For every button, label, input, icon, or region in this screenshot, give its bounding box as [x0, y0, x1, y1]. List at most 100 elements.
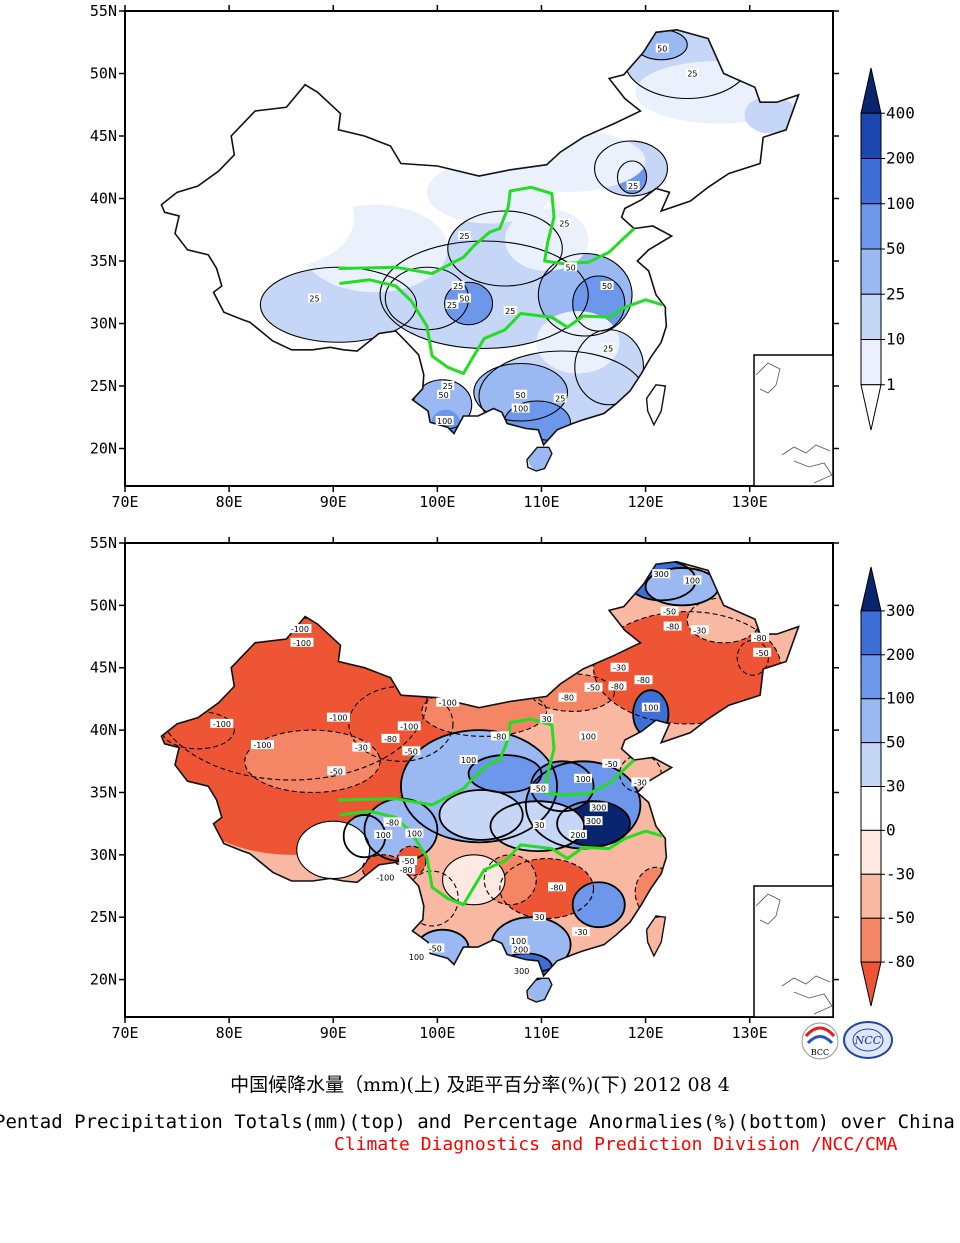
y-tick-label: 20N: [90, 440, 117, 458]
figure-title-cn: 中国候降水量（mm)(上) 及距平百分率(%)(下) 2012 08 4: [230, 1074, 730, 1096]
figure-title-en: Pentad Precipitation Totals(mm)(top) and…: [0, 1111, 955, 1133]
shading-region: [296, 821, 370, 879]
x-tick-label: 130E: [732, 493, 768, 511]
colorbar-segment: [860, 698, 882, 744]
contour-label: 300: [654, 570, 669, 579]
hainan-border: [526, 977, 553, 1003]
contour-label-bg: [610, 662, 629, 672]
contour-label-bg: [441, 381, 455, 390]
contour-label-bg: [600, 281, 614, 290]
contour-label-bg: [326, 712, 350, 722]
contour-label-bg: [373, 872, 397, 882]
contour-label-bg: [436, 697, 460, 707]
hainan-border: [526, 446, 553, 472]
contour-label: 300: [586, 817, 601, 826]
contour-line: [489, 800, 586, 852]
contour-label-bg: [503, 306, 517, 315]
contour-label: -80: [493, 732, 506, 741]
contour-label-bg: [574, 773, 593, 783]
colorbar-label: 300: [886, 601, 915, 620]
contour-label-bg: [579, 731, 598, 741]
contour-label-bg: [407, 952, 426, 962]
y-tick-label: 25N: [90, 908, 117, 926]
contour-label-bg: [445, 299, 459, 309]
bcc-logo: BCC: [801, 1022, 839, 1060]
contour-label-bg: [530, 783, 549, 793]
contour-label: -100: [291, 625, 309, 634]
contour-line: [467, 754, 543, 794]
country-border: [160, 560, 800, 978]
logo-ncc-text: NCC: [854, 1034, 882, 1047]
contour-label: -50: [402, 857, 415, 866]
contour-label-bg: [634, 675, 653, 685]
contour-label: -30: [634, 778, 647, 787]
contour-label: 100: [685, 576, 700, 585]
contour-label: -80: [551, 883, 564, 892]
contour-label-bg: [553, 393, 567, 403]
colorbar-label: 100: [886, 689, 915, 708]
contour-label: 25: [628, 182, 638, 191]
contour-line: [379, 240, 589, 350]
x-tick-label: 70E: [111, 1024, 138, 1042]
contour-label: -50: [405, 747, 418, 756]
colorbar-segment: [860, 742, 882, 787]
contour-label: 100: [581, 732, 596, 741]
contour-label-bg: [381, 733, 400, 743]
contour-label: -80: [386, 818, 399, 827]
colorbar-label: 200: [886, 645, 915, 664]
contour-label-bg: [753, 647, 772, 657]
china-border: [160, 28, 800, 472]
south-china-sea-inset: [753, 885, 834, 1018]
shading-region: [572, 882, 625, 928]
contour-label-bg: [250, 740, 274, 750]
contour-label: -100: [400, 722, 418, 731]
contour-label: -100: [439, 699, 457, 708]
colorbar-segment: [860, 654, 882, 700]
contour-label: 100: [437, 417, 452, 426]
contour-label-bg: [663, 621, 682, 631]
contour-label: -50: [330, 767, 343, 776]
contour-line: [736, 639, 769, 676]
contour-label: -30: [355, 744, 368, 753]
contour-label: 300: [514, 967, 529, 976]
contour-label-bg: [602, 758, 621, 768]
contour-label: 50: [602, 282, 612, 291]
inset-frame: [753, 354, 834, 487]
contour-label: 100: [409, 953, 424, 962]
inset-coast: [781, 975, 831, 987]
contour-label: 300: [591, 803, 606, 812]
axis-ticks: 70E 80E 90E 100E 110E 120E 130E 55N 50N 45N 40N 35N…: [90, 534, 839, 1042]
x-tick-label: 70E: [111, 493, 138, 511]
country-border: [160, 28, 800, 447]
y-tick-label: 45N: [90, 127, 117, 145]
y-tick-label: 55N: [90, 534, 117, 552]
logo-bcc-text: BCC: [811, 1048, 829, 1057]
contour-line: [444, 281, 494, 326]
map-frame-border: [124, 542, 834, 1018]
colorbar-label: 10: [886, 330, 905, 349]
contour-label: 100: [575, 775, 590, 784]
colorbar-segment: [860, 248, 882, 295]
contour-label-bg: [437, 389, 451, 399]
y-tick-label: 40N: [90, 190, 117, 208]
colorbar-label: -50: [886, 908, 915, 927]
contour-label-bg: [457, 293, 471, 303]
colorbar-label: -80: [886, 952, 915, 971]
contour-label-bg: [631, 777, 650, 787]
contour-label-bg: [683, 575, 702, 585]
contour-label: 30: [534, 913, 544, 922]
contour-label: 50: [657, 45, 667, 54]
contour-label: -50: [756, 649, 769, 658]
shading-region: [744, 96, 797, 134]
contour-label: -100: [293, 639, 311, 648]
colorbar-label: 50: [886, 239, 905, 258]
contour-label-bg: [490, 731, 509, 741]
contour-label-bg: [568, 829, 587, 839]
colorbar-segment: [860, 786, 882, 831]
precip-colorbar: 400 200 100 50 25 10 1: [860, 67, 915, 431]
contour-label: -80: [637, 676, 650, 685]
contour-label: -80: [754, 634, 767, 643]
contour-label-bg: [584, 682, 603, 692]
contour-label-bg: [426, 943, 445, 953]
